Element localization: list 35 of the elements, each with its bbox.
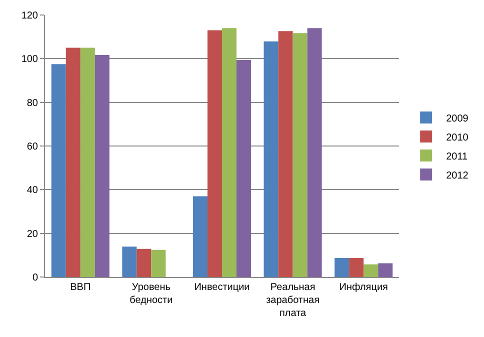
bar — [364, 264, 378, 277]
bar — [192, 196, 208, 277]
bar — [334, 258, 350, 277]
bar — [292, 33, 308, 277]
x-tick-label: Реальная заработная плата — [266, 282, 320, 319]
x-tick-label: ВВП — [70, 282, 91, 293]
bar — [349, 258, 364, 277]
legend-label: 2012 — [446, 170, 469, 182]
y-tick-label: 40 — [26, 185, 38, 196]
bar — [122, 246, 137, 277]
x-tick-label: Уровень бедности — [130, 282, 173, 306]
bar — [151, 250, 166, 277]
x-tick-label: Инфляция — [339, 282, 388, 293]
legend-label: 2009 — [446, 113, 469, 124]
bar — [80, 48, 95, 277]
bar — [207, 30, 222, 277]
bar — [236, 60, 252, 277]
bar — [222, 28, 237, 277]
bar — [94, 54, 110, 277]
y-tick-label: 120 — [21, 10, 38, 22]
y-tick-label: 100 — [21, 54, 38, 66]
bar — [136, 248, 152, 277]
bar — [278, 31, 293, 277]
bar — [66, 48, 80, 277]
y-tick-label: 80 — [26, 98, 38, 109]
bar — [51, 64, 66, 277]
y-tick-label: 60 — [26, 142, 38, 152]
legend-label: 2011 — [446, 151, 468, 162]
bar — [264, 41, 278, 277]
legend-label: 2010 — [446, 132, 469, 144]
bar — [378, 263, 393, 277]
x-tick-label: Инвестиции — [194, 282, 250, 293]
y-tick-label: 20 — [26, 228, 38, 240]
y-tick-label: 0 — [32, 272, 38, 284]
bar — [307, 28, 322, 277]
